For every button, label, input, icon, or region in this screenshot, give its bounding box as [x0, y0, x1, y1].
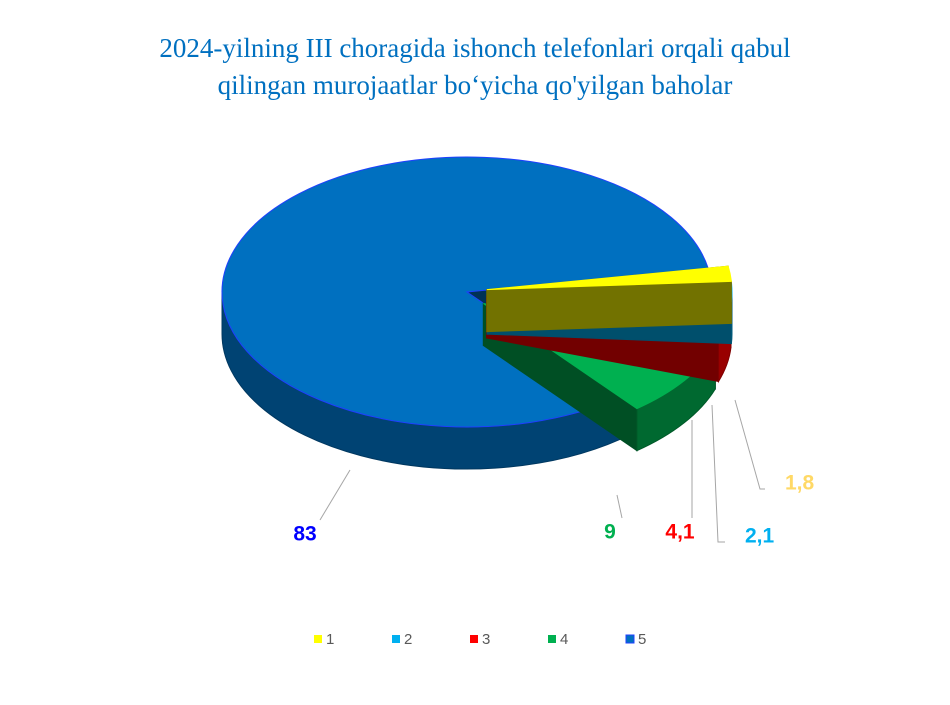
data-label: 2,1 [745, 525, 775, 548]
legend-label: 2 [404, 631, 412, 648]
legend-marker [625, 634, 635, 644]
slice [486, 265, 732, 291]
data-label: 83 [293, 523, 316, 546]
leader-line [319, 469, 351, 521]
data-label: 4,1 [665, 521, 695, 544]
data-label: 9 [604, 521, 616, 544]
legend-marker [392, 635, 400, 643]
legend-marker [470, 635, 478, 643]
legend-label: 3 [482, 631, 490, 648]
legend-label: 4 [560, 631, 568, 648]
chart-title: 2024-yilning III choragida ishonch telef… [159, 33, 791, 100]
leader-line [616, 494, 623, 519]
title-box: 2024-yilning III choragida ishonch telef… [0, 30, 950, 104]
legend-label: 5 [638, 631, 646, 648]
slice [221, 156, 709, 428]
data-label: 1,8 [785, 472, 815, 495]
legend-label: 1 [326, 631, 334, 648]
leader-line [711, 404, 725, 543]
legend-marker [314, 635, 322, 643]
leader-line [734, 399, 765, 490]
legend-marker [548, 635, 556, 643]
